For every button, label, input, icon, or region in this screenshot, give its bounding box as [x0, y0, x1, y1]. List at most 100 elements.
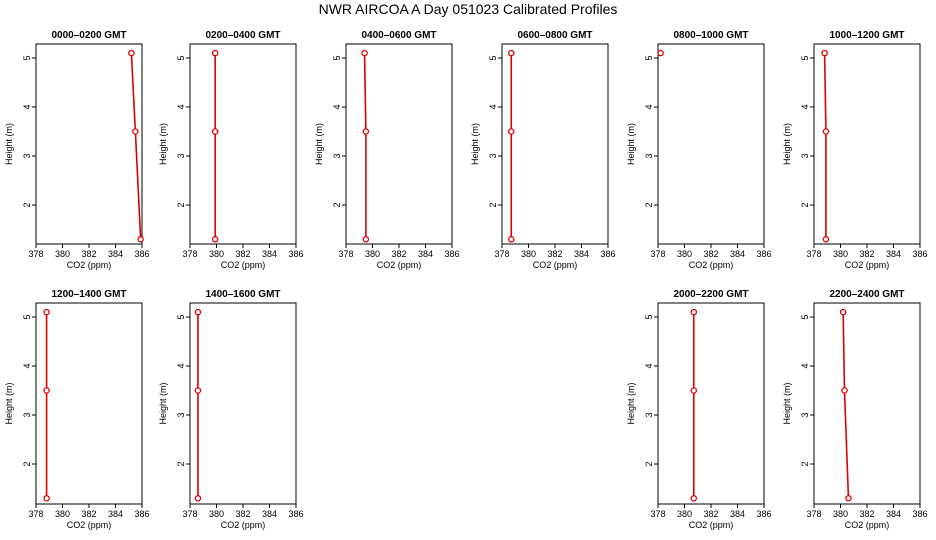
y-axis-label: Height (m)	[626, 382, 636, 424]
y-tick-label: 5	[22, 314, 32, 319]
profile-point	[211, 128, 219, 135]
profile-point	[194, 495, 202, 502]
y-tick-label: 3	[332, 153, 342, 158]
y-tick-label: 4	[176, 363, 186, 368]
profile-panel: 1400–1600 GMT 378 380 382 384 386 2 3 4 5 CO2 (ppm…	[158, 289, 304, 530]
x-tick-label: 380	[833, 509, 848, 519]
y-tick-label: 3	[644, 412, 654, 417]
x-tick-label: 378	[28, 509, 43, 519]
profile-point	[362, 236, 370, 243]
y-tick-label: 2	[644, 202, 654, 207]
y-tick-label: 2	[22, 461, 32, 466]
y-axis-label: Height (m)	[158, 123, 168, 165]
y-axis-label: Height (m)	[314, 123, 324, 165]
profile-point	[845, 495, 852, 502]
x-tick-label: 380	[209, 249, 224, 259]
panel-title: 0400–0600 GMT	[361, 30, 436, 41]
profile-point	[508, 128, 515, 135]
x-tick-label: 378	[182, 509, 197, 519]
y-axis-label: Height (m)	[158, 382, 168, 424]
x-tick-label: 378	[806, 249, 821, 259]
y-tick-label: 3	[176, 412, 186, 417]
x-tick-label: 384	[886, 509, 901, 519]
x-axis-label: CO2 (ppm)	[221, 520, 266, 530]
profile-point	[137, 236, 144, 243]
profile-point	[657, 49, 664, 57]
x-tick-label: 386	[756, 509, 771, 519]
profile-point	[194, 308, 202, 316]
x-tick-label: 378	[650, 509, 665, 519]
profile-line	[842, 312, 850, 499]
y-tick-label: 4	[22, 363, 32, 368]
x-tick-label: 386	[288, 249, 303, 259]
profile-point	[690, 308, 698, 316]
panel-title: 1400–1600 GMT	[205, 289, 280, 300]
panel-title: 0600–0800 GMT	[517, 30, 592, 41]
x-tick-label: 380	[677, 509, 692, 519]
profile-point	[132, 128, 139, 135]
y-tick-label: 5	[332, 55, 342, 60]
profile-line	[130, 53, 142, 240]
panel-title: 0200–0400 GMT	[205, 30, 280, 41]
y-axis-label: Height (m)	[470, 123, 480, 165]
x-tick-label: 380	[521, 249, 536, 259]
y-tick-label: 4	[800, 363, 810, 368]
y-axis-label: Height (m)	[4, 382, 14, 424]
profile-panel: 1200–1400 GMT 378 380 382 384 386 2 3 4 5 CO2 (ppm…	[4, 289, 150, 530]
y-axis-label: Height (m)	[4, 123, 14, 165]
y-tick-label: 4	[22, 104, 32, 109]
plot-frame	[189, 43, 297, 245]
x-axis-label: CO2 (ppm)	[67, 520, 112, 530]
x-tick-label: 378	[338, 249, 353, 259]
x-tick-label: 380	[55, 249, 70, 259]
x-tick-label: 384	[886, 249, 901, 259]
x-tick-label: 382	[81, 509, 96, 519]
x-tick-label: 384	[730, 509, 745, 519]
profile-panel: 0800–1000 GMT 378 380 382 384 386 2 3 4 5 CO2 (ppm…	[626, 30, 772, 270]
x-tick-label: 382	[235, 249, 250, 259]
profile-point	[43, 387, 50, 394]
plot-frame	[35, 302, 143, 505]
panel-title: 1000–1200 GMT	[829, 30, 904, 41]
x-tick-label: 386	[444, 249, 459, 259]
y-tick-label: 5	[644, 314, 654, 319]
x-tick-label: 382	[235, 509, 250, 519]
y-tick-label: 2	[22, 202, 32, 207]
plot-frame	[657, 302, 765, 505]
profile-point	[822, 128, 830, 135]
y-tick-label: 5	[488, 55, 498, 60]
x-axis-label: CO2 (ppm)	[689, 260, 734, 270]
profile-panel: 1000–1200 GMT 378 380 382 384 386 2 3 4 5 CO2 (ppm…	[782, 30, 928, 270]
profile-point	[361, 49, 368, 57]
x-tick-label: 384	[418, 249, 433, 259]
profile-point	[211, 49, 219, 57]
profile-panel: 0000–0200 GMT 378 380 382 384 386 2 3 4 5 CO2 (ppm…	[4, 30, 150, 270]
profile-point	[362, 128, 370, 135]
y-axis-label: Height (m)	[782, 382, 792, 424]
x-tick-label: 384	[574, 249, 589, 259]
x-tick-label: 380	[55, 509, 70, 519]
x-axis-label: CO2 (ppm)	[377, 260, 422, 270]
y-tick-label: 3	[22, 412, 32, 417]
x-tick-label: 384	[108, 249, 123, 259]
profile-point	[690, 495, 698, 502]
profile-panel: 2200–2400 GMT 378 380 382 384 386 2 3 4 5 CO2 (ppm…	[782, 289, 928, 530]
x-tick-label: 378	[650, 249, 665, 259]
y-tick-label: 4	[644, 363, 654, 368]
x-tick-label: 382	[547, 249, 562, 259]
y-tick-label: 3	[488, 153, 498, 158]
panel-grid: 0000–0200 GMT 378 380 382 384 386 2 3 4 5 CO2 (ppm…	[4, 30, 928, 530]
plot-frame	[35, 43, 143, 245]
panel-title: 0800–1000 GMT	[673, 30, 748, 41]
x-axis-label: CO2 (ppm)	[533, 260, 578, 270]
profile-panel: 0200–0400 GMT 378 380 382 384 386 2 3 4 5 CO2 (ppm…	[158, 30, 304, 270]
y-axis-label: Height (m)	[626, 123, 636, 165]
x-tick-label: 384	[262, 249, 277, 259]
profile-point	[839, 308, 847, 316]
y-tick-label: 2	[800, 202, 810, 207]
x-tick-label: 378	[494, 249, 509, 259]
y-tick-label: 2	[332, 202, 342, 207]
y-tick-label: 4	[644, 104, 654, 109]
y-tick-label: 4	[332, 104, 342, 109]
profile-point	[508, 236, 515, 243]
